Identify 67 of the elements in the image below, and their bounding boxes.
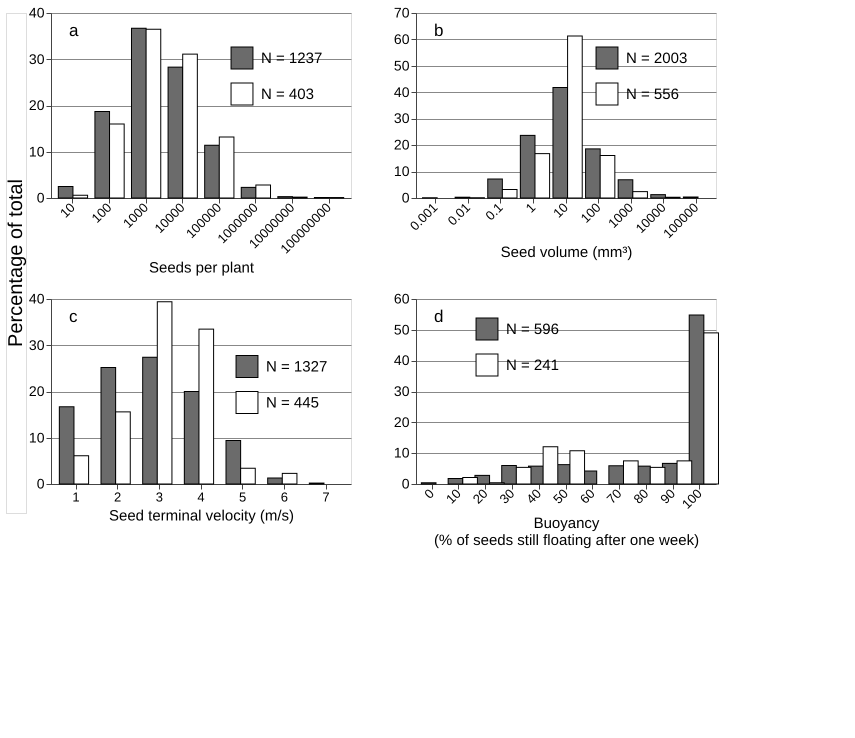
y-tick-label: 20 [28, 383, 45, 399]
legend-label: N = 2003 [626, 50, 688, 67]
legend-label: N = 241 [506, 357, 559, 374]
y-tick-label: 30 [28, 50, 45, 67]
x-tick-label: 30 [496, 486, 518, 507]
x-tick-label: 100 [88, 200, 114, 226]
y-tick-label: 10 [394, 163, 410, 180]
x-tick-label: 60 [576, 486, 598, 507]
y-tick-label: 20 [394, 414, 410, 430]
y-tick-label: 0 [402, 190, 410, 206]
y-tick-label: 30 [394, 110, 410, 126]
y-tick-label: 0 [36, 190, 45, 206]
legend-label: N = 596 [506, 321, 559, 338]
annotation: d [434, 307, 444, 326]
y-tick-label: 10 [394, 444, 410, 461]
x-tick-label: 10 [550, 200, 571, 221]
annotation: a [69, 21, 79, 40]
x-tick-label: 7 [322, 490, 330, 504]
annotation: c [69, 307, 78, 326]
x-tick-label: 1 [522, 200, 538, 216]
x-tick-label: 90 [657, 486, 678, 507]
x-axis-title: Buoyancy (% of seeds still floating after one week) [434, 514, 700, 549]
x-tick-label: 50 [550, 486, 571, 507]
y-tick-label: 30 [394, 383, 410, 399]
y-tick-label: 10 [28, 143, 45, 160]
x-tick-label: 10 [442, 486, 464, 507]
y-tick-label: 40 [394, 352, 410, 368]
y-tick-label: 60 [394, 290, 410, 306]
y-tick-label: 0 [402, 476, 410, 492]
y-tick-label: 0 [36, 476, 45, 492]
x-tick-label: 6 [280, 490, 288, 504]
annotation: b [434, 21, 444, 40]
y-tick-label: 50 [394, 321, 410, 338]
legend-label: N = 1327 [266, 358, 328, 376]
legend-label: N = 1237 [261, 50, 322, 67]
x-tick-label: 0 [421, 486, 438, 502]
y-tick-label: 10 [28, 429, 45, 446]
y-tick-label: 50 [394, 57, 410, 74]
y-tick-label: 20 [28, 97, 45, 113]
x-tick-label: 2 [114, 490, 122, 504]
legend-label: N = 556 [626, 86, 679, 103]
x-tick-label: 40 [523, 486, 544, 507]
x-tick-label: 0.01 [444, 200, 474, 228]
y-axis-title: Percentage of total [5, 179, 27, 347]
y-tick-label: 30 [28, 336, 45, 353]
y-tick-label: 20 [394, 136, 410, 153]
x-axis-title: Seeds per plant [148, 259, 255, 276]
y-tick-label: 40 [28, 4, 45, 20]
x-tick-label: 100 [578, 200, 604, 226]
x-tick-label: 10 [57, 200, 78, 221]
y-tick-label: 70 [394, 4, 410, 20]
y-tick-label: 60 [394, 30, 410, 47]
legend-label: N = 445 [266, 394, 319, 412]
x-tick-label: 0.1 [482, 200, 506, 224]
x-tick-label: 80 [630, 486, 652, 507]
legend-label: N = 403 [261, 86, 314, 103]
x-tick-label: 20 [470, 486, 491, 507]
x-tick-label: 3 [156, 490, 163, 504]
x-tick-label: 4 [197, 490, 205, 504]
x-tick-label: 1 [72, 490, 80, 504]
x-tick-label: 100 [678, 486, 705, 512]
y-tick-label: 40 [28, 290, 45, 306]
y-tick-label: 40 [394, 84, 410, 100]
x-axis-title: Seed volume (mm³) [500, 244, 632, 262]
x-tick-label: 5 [239, 490, 246, 504]
x-axis-title: Seed terminal velocity (m/s) [108, 508, 294, 524]
x-tick-label: 70 [604, 486, 625, 507]
